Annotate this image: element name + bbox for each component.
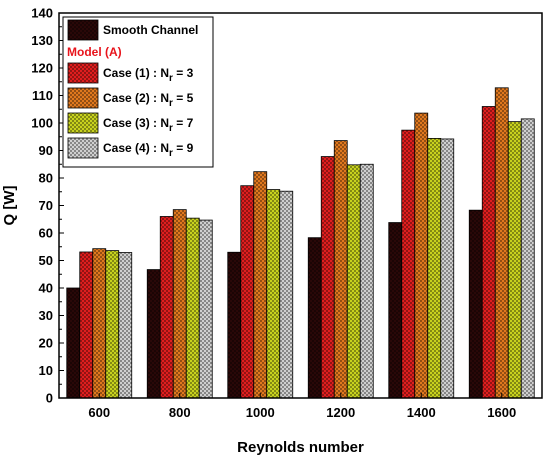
legend-label: Case (1) : Nr = 3	[103, 66, 194, 84]
x-axis-title: Reynolds number	[237, 439, 364, 456]
bar-1000-series-2	[240, 185, 255, 399]
x-tick-label: 1400	[407, 405, 436, 420]
legend-swatch	[67, 19, 99, 41]
y-tick-label: 20	[39, 336, 53, 351]
legend-swatch	[67, 137, 99, 159]
x-tick-label: 600	[88, 405, 110, 420]
bar-1600-series-3	[494, 87, 509, 399]
legend-label: Smooth Channel	[103, 23, 198, 37]
bar-800-series-4	[185, 217, 200, 399]
bar-1600-series-2	[481, 106, 496, 399]
bar-1600-series-4	[507, 121, 522, 399]
legend-label: Case (3) : Nr = 7	[103, 116, 194, 134]
bar-1600-series-5	[520, 118, 535, 399]
y-tick-label: 40	[39, 281, 53, 296]
y-tick-label: 70	[39, 198, 53, 213]
bar-1200-series-2	[320, 156, 335, 399]
bar-1600-series-1	[468, 209, 483, 399]
x-tick-label: 1000	[246, 405, 275, 420]
bar-600-series-5	[118, 252, 133, 399]
bar-800-series-3	[172, 209, 187, 399]
legend: Smooth Channel Model (A) Case (1) : Nr = 3…	[62, 16, 214, 168]
bar-1400-series-1	[388, 222, 403, 399]
y-tick-label: 130	[31, 33, 53, 48]
x-tick-label: 1600	[487, 405, 516, 420]
y-tick-label: 50	[39, 253, 53, 268]
bar-1000-series-3	[253, 171, 268, 399]
y-tick-label: 140	[31, 6, 53, 21]
bar-800-series-2	[159, 216, 174, 399]
bar-1000-series-4	[266, 189, 281, 399]
y-tick-label: 100	[31, 116, 53, 131]
bar-1200-series-5	[359, 163, 374, 399]
bar-600-series-4	[105, 250, 120, 399]
bar-1000-series-1	[227, 251, 242, 399]
y-tick-label: 0	[46, 391, 53, 406]
bar-1400-series-5	[440, 138, 455, 399]
legend-label: Case (4) : Nr = 9	[103, 141, 194, 159]
bar-1200-series-4	[346, 164, 361, 399]
y-tick-label: 120	[31, 61, 53, 76]
legend-swatch	[67, 62, 99, 84]
legend-swatch	[67, 87, 99, 109]
y-tick-label: 10	[39, 363, 53, 378]
x-tick-label: 800	[169, 405, 191, 420]
bar-1400-series-3	[414, 112, 429, 399]
y-tick-label: 60	[39, 226, 53, 241]
bar-1400-series-2	[401, 129, 416, 399]
bar-1200-series-3	[333, 140, 348, 399]
y-tick-label: 80	[39, 171, 53, 186]
bar-1000-series-5	[279, 190, 294, 399]
x-tick-label: 1200	[326, 405, 355, 420]
legend-label: Case (2) : Nr = 5	[103, 91, 194, 109]
bar-800-series-1	[146, 269, 161, 399]
y-tick-label: 30	[39, 308, 53, 323]
bar-600-series-3	[92, 248, 107, 399]
axis-ticks: 0 10 20 30 40 50 60 70 80 90 100 110 120 130 140 600 800…	[31, 6, 516, 421]
bar-1200-series-1	[307, 237, 322, 399]
legend-group-label: Model (A)	[67, 45, 122, 59]
y-tick-label: 110	[32, 88, 53, 103]
y-tick-label: 90	[39, 143, 53, 158]
bar-1400-series-4	[427, 137, 442, 399]
bar-800-series-5	[198, 219, 213, 399]
legend-swatch	[67, 112, 99, 134]
bar-600-series-2	[79, 251, 94, 399]
y-axis-title: Q [W]	[1, 186, 18, 226]
bars-group	[66, 87, 535, 399]
bar-600-series-1	[66, 287, 81, 399]
